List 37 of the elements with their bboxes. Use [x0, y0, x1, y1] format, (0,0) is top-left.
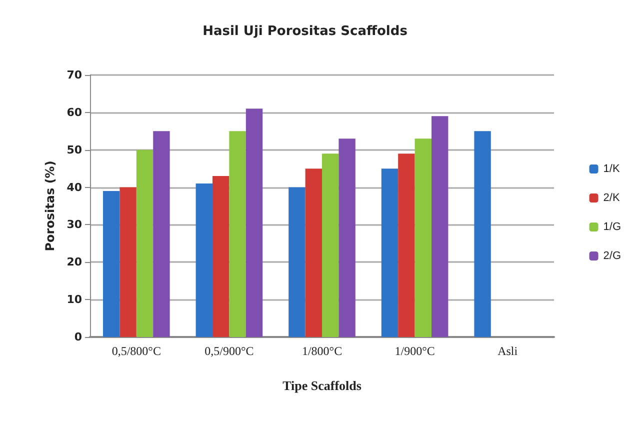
legend-label: 1/G: [603, 221, 622, 233]
bar: [153, 131, 170, 337]
bar: [212, 176, 230, 337]
bar: [229, 131, 246, 337]
y-tick-label: 0: [74, 330, 82, 344]
bar: [120, 187, 136, 337]
y-tick-label: 20: [66, 256, 82, 269]
x-tick-label: 0,5/800°C: [112, 344, 161, 358]
bar: [474, 131, 491, 337]
bar: [338, 138, 356, 337]
bar: [305, 168, 322, 337]
bar: [381, 168, 398, 337]
bar: [196, 184, 212, 337]
x-tick-label: 1/800°C: [302, 344, 342, 358]
x-tick-label: 1/900°C: [394, 344, 435, 358]
legend-label: 2/G: [603, 250, 622, 262]
bar: [288, 187, 306, 337]
y-axis-title: Porositas (%): [42, 160, 57, 252]
legend-label: 1/K: [603, 163, 620, 175]
bar: [398, 154, 415, 337]
legend-label: 2/K: [603, 192, 620, 204]
y-tick-label: 10: [66, 293, 82, 306]
bar: [246, 108, 263, 337]
bar: [322, 154, 339, 337]
y-tick-label: 60: [66, 106, 82, 119]
bar: [136, 150, 154, 337]
chart-title: Hasil Uji Porositas Scaffolds: [202, 24, 408, 39]
y-tick-label: 40: [66, 180, 82, 194]
bar: [432, 116, 448, 337]
x-tick-label: 0,5/900°C: [204, 344, 254, 358]
y-tick-label: 30: [66, 218, 82, 232]
x-axis-title: Tipe Scaffolds: [282, 378, 362, 393]
bar: [102, 191, 120, 337]
y-tick-label: 50: [66, 143, 82, 156]
bar: [414, 138, 432, 337]
x-tick-label: Asli: [498, 344, 518, 358]
y-tick-label: 70: [66, 68, 82, 82]
